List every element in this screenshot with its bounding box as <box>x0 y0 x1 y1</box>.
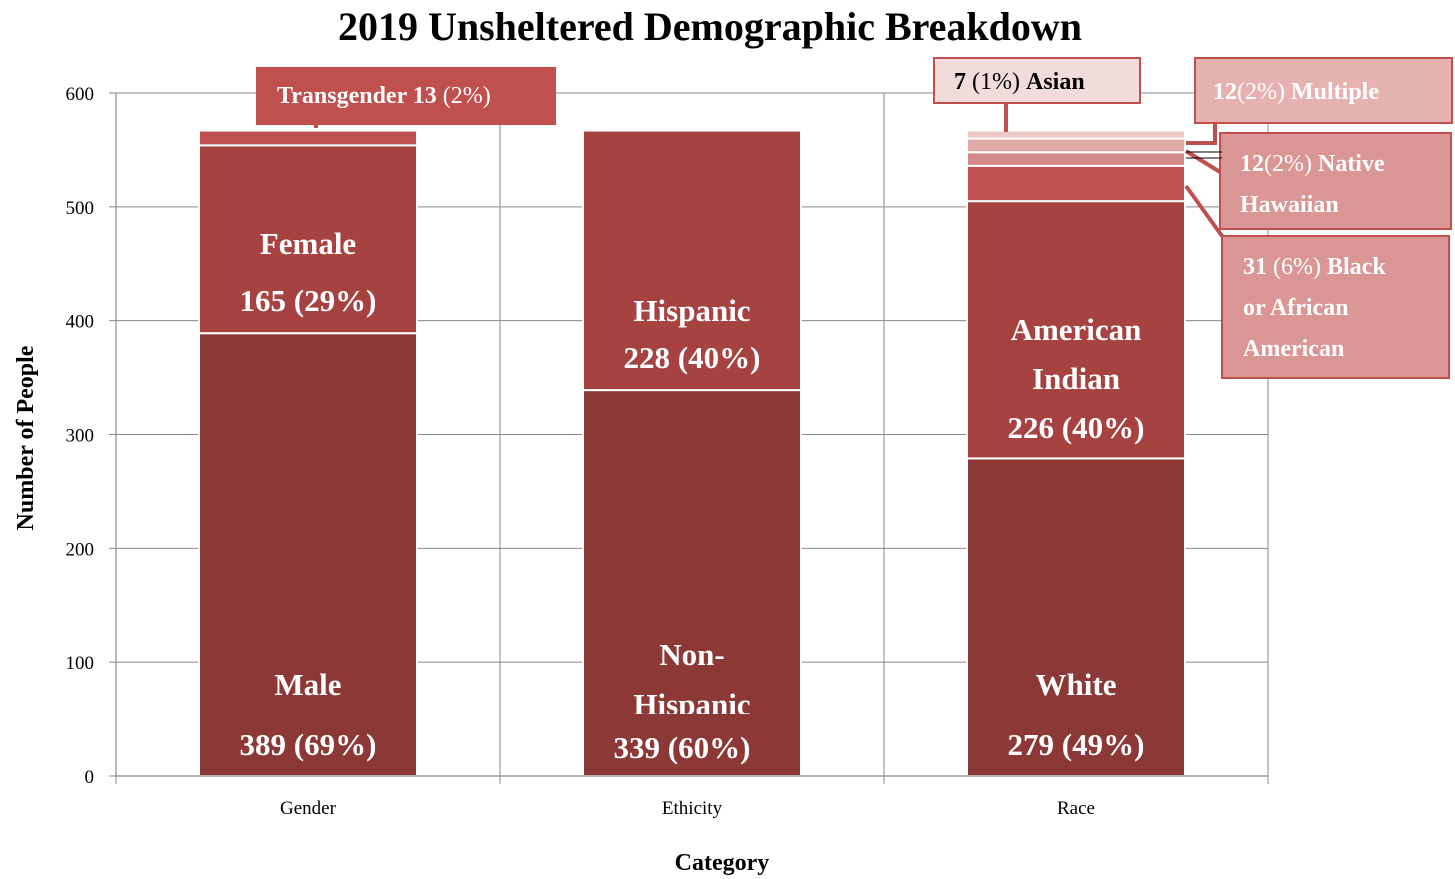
data-label: American <box>1011 312 1142 347</box>
x-tick-label: Ethicity <box>662 798 723 819</box>
y-tick-label: 500 <box>66 198 95 219</box>
data-label: 165 (29%) <box>240 283 377 318</box>
data-label: Hispanic <box>633 687 750 722</box>
native-hawaiian-callout-text: 12(2%) Native <box>1240 151 1385 177</box>
asian-callout: 7 (1%) Asian <box>933 57 1141 132</box>
native-hawaiian-leader-line <box>1184 149 1222 174</box>
native-hawaiian-callout-text: Hawaiian <box>1240 192 1339 218</box>
multiple-leader-line <box>1186 123 1217 145</box>
multiple-callout-text: 12(2%) Multiple <box>1213 79 1379 105</box>
y-tick-label: 0 <box>85 767 95 788</box>
callouts: Transgender 13 (2%) 7 (1%) Asian 12(2%) Mu… <box>256 57 1453 379</box>
asian-callout-box <box>933 57 1141 104</box>
bar-segment <box>966 151 1186 167</box>
transgender-callout-text: Transgender 13 (2%) <box>277 83 491 109</box>
multiple-callout-box <box>1194 57 1453 124</box>
black-callout: 31 (6%) Black or African American <box>1184 184 1450 379</box>
x-axis-title: Category <box>675 850 770 876</box>
bar-segment <box>198 129 418 147</box>
data-label: Indian <box>1032 361 1120 396</box>
native-hawaiian-callout: 12(2%) Native Hawaiian <box>1184 132 1452 230</box>
bar-segment <box>966 200 1186 460</box>
bar-segment <box>966 137 1186 154</box>
bar-segment <box>198 332 418 777</box>
bar-segment <box>966 129 1186 140</box>
data-label: Female <box>260 226 356 261</box>
data-label: Non- <box>659 637 724 672</box>
data-label: 228 (40%) <box>624 340 761 375</box>
bar-segment <box>582 129 802 392</box>
y-axis-title: Number of People <box>13 345 39 530</box>
x-tick-label: Race <box>1057 798 1095 819</box>
bars: Female 165 (29%) Male 389 (69%) Hispanic 228 … <box>198 129 1186 777</box>
transgender-callout-box <box>256 67 556 125</box>
y-tick-label: 200 <box>66 539 95 560</box>
data-label: Hispanic <box>633 293 750 328</box>
black-callout-text: 31 (6%) Black <box>1243 254 1386 280</box>
black-callout-text: or African <box>1243 295 1349 321</box>
data-label: White <box>1036 667 1117 702</box>
chart-title: 2019 Unsheltered Demographic Breakdown <box>338 4 1082 49</box>
y-tick-label: 300 <box>66 426 95 447</box>
y-tick-label: 100 <box>66 653 95 674</box>
data-label: 226 (40%) <box>1008 410 1145 445</box>
data-label: 339 (60%) <box>614 730 751 765</box>
data-label: 279 (49%) <box>1008 727 1145 762</box>
bar-segment <box>582 389 802 777</box>
data-label: Male <box>274 667 341 702</box>
x-tick-label: Gender <box>280 798 337 819</box>
black-callout-text: American <box>1243 336 1344 362</box>
axes: 0 100 200 300 400 500 600 Gender Ethicity Race <box>66 84 1269 819</box>
y-tick-label: 400 <box>66 312 95 333</box>
black-leader-line <box>1184 184 1224 238</box>
multiple-callout: 12(2%) Multiple <box>1186 57 1453 145</box>
y-tick-label: 600 <box>66 84 95 105</box>
native-hawaiian-callout-box <box>1219 132 1452 230</box>
black-callout-box <box>1221 235 1450 379</box>
data-label: 389 (69%) <box>240 727 377 762</box>
transgender-callout: Transgender 13 (2%) <box>256 67 556 128</box>
bar-segment <box>966 164 1186 203</box>
asian-callout-text: 7 (1%) Asian <box>954 69 1085 95</box>
